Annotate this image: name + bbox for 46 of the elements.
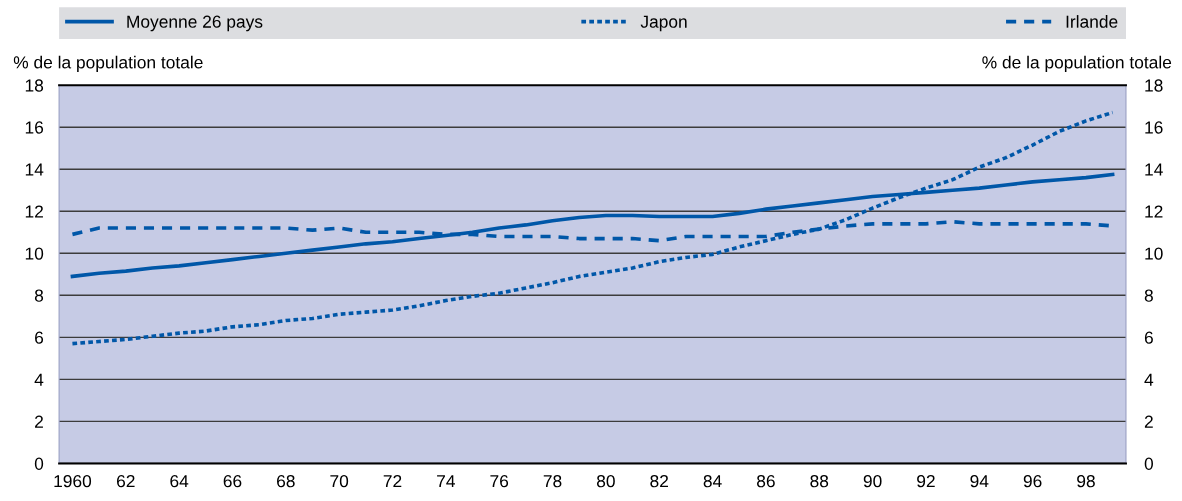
x-tick-label: 88 (810, 474, 829, 488)
y2-tick-label: 8 (1144, 289, 1153, 302)
y2-tick-label: 0 (1144, 457, 1154, 470)
y2-tick-label: 12 (1145, 205, 1163, 218)
y-tick-label: 2 (35, 415, 43, 428)
legend-label: Irlande (1066, 15, 1118, 28)
y2-tick-label: 4 (1144, 373, 1154, 386)
x-tick-label: 84 (703, 474, 722, 488)
y-tick-label: 12 (25, 205, 43, 218)
x-tick-label: 78 (543, 474, 562, 488)
y-tick-label: 8 (34, 289, 44, 302)
y-tick-label: 14 (25, 163, 44, 176)
legend-label: Japon (640, 15, 687, 32)
x-tick-label: 90 (863, 474, 882, 488)
legend-label: Moyenne 26 pays (127, 15, 263, 32)
y-tick-label: 0 (34, 457, 44, 470)
y2-tick-label: 10 (1145, 247, 1163, 260)
x-tick-label: 96 (1023, 474, 1042, 488)
x-tick-label: 62 (117, 474, 135, 488)
x-tick-label: 1960 (54, 474, 92, 488)
x-tick-label: 80 (596, 474, 615, 488)
x-tick-label: 92 (917, 474, 935, 488)
x-tick-label: 94 (970, 474, 989, 488)
y-tick-label: 6 (35, 331, 44, 344)
line-series (70, 110, 1115, 346)
x-tick-label: 86 (757, 474, 775, 488)
y-tick-label: 4 (34, 373, 44, 386)
x-tick-label: 64 (170, 474, 189, 488)
y-tick-label: 16 (25, 121, 44, 134)
x-tick-label: 74 (437, 475, 455, 488)
x-tick-label: 68 (277, 474, 295, 488)
x-tick-label: 70 (330, 474, 349, 488)
y2-axis-title: % de la population totale (982, 55, 1172, 72)
y2-tick-label: 6 (1144, 331, 1153, 344)
y-axis-title: % de la population totale (13, 55, 203, 72)
x-tick-label: 72 (383, 474, 402, 488)
x-tick-label: 82 (650, 474, 668, 488)
y2-tick-label: 2 (1144, 415, 1153, 428)
x-tick-label: 76 (490, 474, 509, 488)
x-tick-label: 66 (223, 474, 242, 488)
y-tick-label: 10 (25, 247, 44, 260)
y2-tick-label: 14 (1145, 163, 1163, 176)
y2-tick-label: 16 (1145, 121, 1163, 134)
y-tick-label: 18 (25, 79, 44, 92)
y2-tick-label: 18 (1145, 79, 1163, 92)
x-tick-label: 98 (1077, 474, 1095, 488)
